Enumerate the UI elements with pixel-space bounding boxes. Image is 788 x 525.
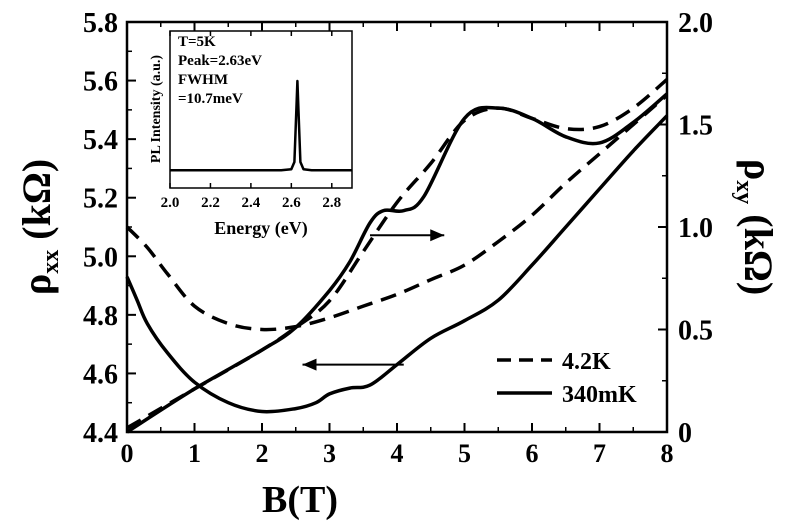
series-line-rho-xx-4k — [125, 93, 669, 332]
inset-x-ticks: 2.0 2.2 2.4 2.6 2.8 — [161, 31, 341, 211]
x-tick-label: 3 — [323, 439, 336, 468]
y-left-title-main: ρ — [14, 274, 59, 295]
y-left-title-unit: (kΩ) — [14, 159, 59, 250]
y-left-tick-label: 4.8 — [83, 301, 118, 332]
y-right-title-sub: xy — [731, 180, 757, 204]
y-right-tick-label: 0.5 — [678, 316, 713, 347]
x-axis-title: B(T) — [262, 479, 338, 521]
inset-x-tick-label: 2.4 — [242, 195, 261, 211]
x-tick-label: 8 — [661, 439, 674, 468]
y-right-tick-label: 1.0 — [678, 213, 713, 244]
inset-x-title: Energy (eV) — [214, 218, 307, 239]
x-axis-ticks: 0 1 2 3 4 5 6 7 8 — [121, 22, 674, 468]
y-left-tick-label: 5.0 — [83, 242, 118, 273]
inset-x-tick-label: 2.2 — [201, 195, 220, 211]
x-tick-label: 0 — [121, 439, 134, 468]
y-left-tick-label: 4.4 — [83, 418, 118, 449]
y-left-tick-label: 5.2 — [83, 184, 118, 215]
inset-x-tick-label: 2.6 — [282, 195, 301, 211]
series-layer — [125, 78, 669, 434]
inset-series-layer — [170, 79, 352, 172]
arrow-layer — [302, 229, 445, 371]
x-tick-label: 2 — [256, 439, 269, 468]
y-left-tick-label: 5.6 — [83, 67, 118, 98]
inset-text-peak: Peak=2.63eV — [178, 53, 262, 69]
inset-x-tick-label: 2.0 — [161, 195, 180, 211]
y-right-tick-label: 0 — [678, 418, 692, 449]
series-line-rho-xy-340mk — [126, 92, 669, 434]
legend-label-4k: 4.2K — [562, 349, 611, 375]
inset-text-fwhm: FWHM — [178, 72, 228, 88]
y-left-title-sub: xx — [38, 250, 64, 274]
y-right-title-unit: (kΩ) — [736, 204, 781, 295]
series-line-rho-xx-340mk — [125, 114, 669, 414]
y-right-tick-label: 1.5 — [678, 111, 713, 142]
y-left-tick-label: 5.4 — [83, 125, 118, 156]
x-tick-label: 7 — [593, 439, 606, 468]
inset-x-tick-label: 2.8 — [322, 195, 341, 211]
inset-chart: 2.0 2.2 2.4 2.6 2.8 T=5K Peak=2.63eV FWHM =1… — [149, 30, 353, 239]
arrow-head-right — [430, 229, 445, 242]
inset-frame — [169, 30, 353, 189]
y-left-tick-label: 5.8 — [83, 8, 118, 39]
legend: 4.2K 340mK — [497, 349, 637, 408]
arrow-head-left — [302, 358, 317, 371]
inset-pl-spectrum-line — [170, 79, 352, 172]
y-left-tick-label: 4.6 — [83, 359, 118, 390]
x-tick-label: 1 — [188, 439, 201, 468]
x-tick-label: 6 — [526, 439, 539, 468]
y-right-tick-label: 2.0 — [678, 8, 713, 39]
y-right-axis-title: ρxy (kΩ) — [731, 159, 781, 295]
legend-label-340mk: 340mK — [562, 382, 637, 408]
inset-text-temperature: T=5K — [178, 34, 216, 50]
x-tick-label: 4 — [391, 439, 404, 468]
y-right-title-main: ρ — [736, 159, 781, 180]
inset-text-fwhm-value: =10.7meV — [178, 91, 243, 107]
y-left-axis-ticks: 4.4 4.6 4.8 5.0 5.2 5.4 5.6 5.8 — [83, 8, 136, 449]
x-tick-label: 5 — [458, 439, 471, 468]
y-right-axis-ticks: 0 0.5 1.0 1.5 2.0 — [658, 8, 713, 449]
inset-y-title: PL Intensity (a.u.) — [149, 55, 164, 163]
y-left-axis-title: ρxx (kΩ) — [14, 159, 64, 295]
